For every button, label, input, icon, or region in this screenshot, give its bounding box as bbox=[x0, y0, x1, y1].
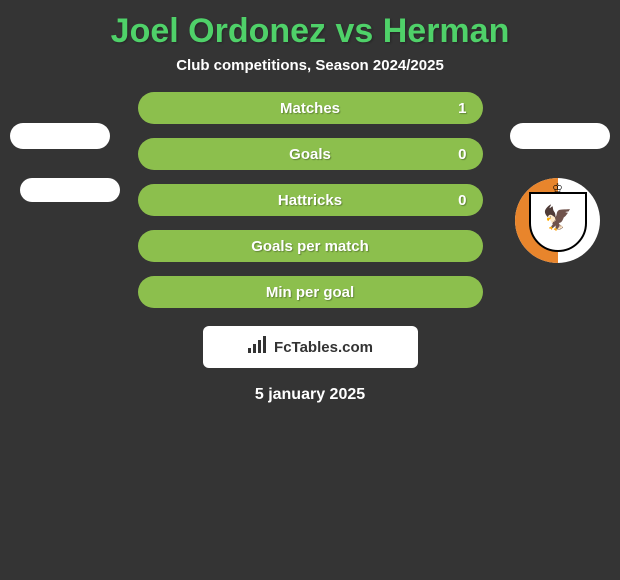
footer-brand-text: FcTables.com bbox=[274, 339, 373, 356]
player-right-club-badge: ♔ 🦅 bbox=[515, 178, 600, 263]
stat-label: Matches bbox=[280, 100, 340, 117]
player-left-club-badge bbox=[20, 178, 120, 202]
stat-row-goals: Goals 0 bbox=[138, 138, 483, 170]
stat-label: Goals bbox=[289, 146, 331, 163]
badge-eagle-icon: 🦅 bbox=[543, 204, 573, 233]
date-label: 5 january 2025 bbox=[0, 386, 620, 404]
footer-brand-tag[interactable]: FcTables.com bbox=[203, 326, 418, 368]
badge-shield: 🦅 bbox=[529, 192, 587, 252]
stat-value-right: 1 bbox=[458, 100, 466, 117]
player-right-avatar bbox=[510, 123, 610, 149]
stat-row-goals-per-match: Goals per match bbox=[138, 230, 483, 262]
stat-row-hattricks: Hattricks 0 bbox=[138, 184, 483, 216]
stat-label: Min per goal bbox=[266, 284, 354, 301]
stat-row-min-per-goal: Min per goal bbox=[138, 276, 483, 308]
stat-label: Hattricks bbox=[278, 192, 342, 209]
subtitle: Club competitions, Season 2024/2025 bbox=[0, 57, 620, 74]
stat-value-right: 0 bbox=[458, 192, 466, 209]
comparison-title: Joel Ordonez vs Herman bbox=[0, 0, 620, 57]
chart-icon bbox=[247, 336, 269, 359]
player-left-avatar bbox=[10, 123, 110, 149]
stat-value-right: 0 bbox=[458, 146, 466, 163]
stat-row-matches: Matches 1 bbox=[138, 92, 483, 124]
stat-label: Goals per match bbox=[251, 238, 369, 255]
